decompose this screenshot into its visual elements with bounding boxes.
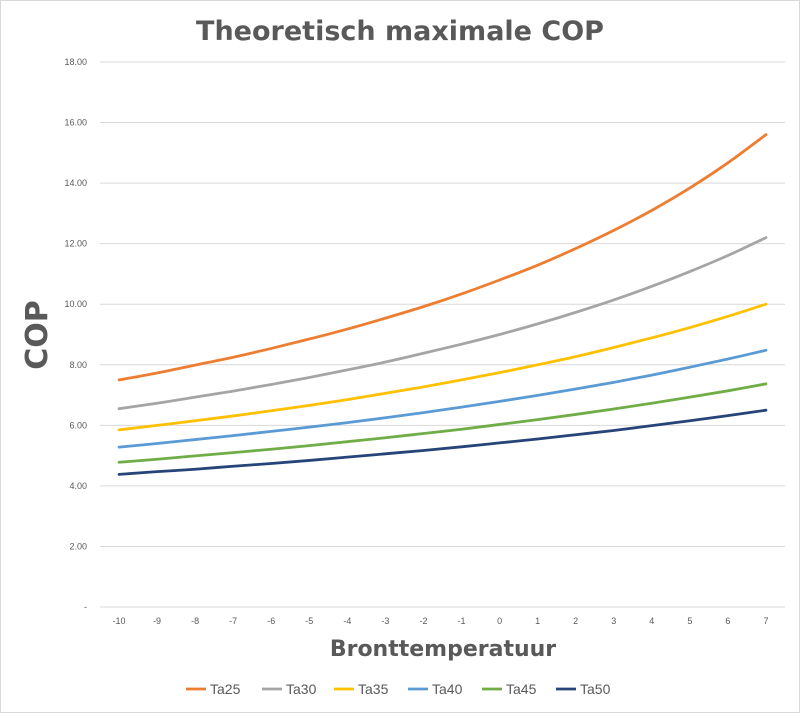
legend-label: Ta35 [358, 681, 389, 697]
series-line-ta30 [117, 236, 768, 411]
legend-label: Ta45 [506, 681, 537, 697]
series-line-ta50 [117, 408, 768, 476]
y-tick-label: 10.00 [64, 299, 87, 309]
x-tick-label: 6 [725, 616, 730, 626]
y-tick-label: 12.00 [64, 239, 87, 249]
x-tick-label: -10 [113, 616, 126, 626]
legend: Ta25 Ta30 Ta35 Ta40 Ta45 Ta50 [186, 681, 611, 697]
y-axis-label: COP [20, 300, 55, 370]
x-tick-label: 2 [573, 616, 578, 626]
y-tick-label: 6.00 [69, 420, 87, 430]
y-axis-ticks: - 2.00 4.00 6.00 8.00 10.00 12.00 14.00 16.00 18.… [64, 57, 87, 612]
legend-label: Ta50 [580, 681, 611, 697]
legend-label: Ta30 [286, 681, 317, 697]
y-tick-label: 18.00 [64, 57, 87, 67]
x-tick-label: -1 [458, 616, 466, 626]
series-line-ta40 [117, 348, 768, 449]
y-tick-label: 8.00 [69, 360, 87, 370]
x-tick-label: 3 [611, 616, 616, 626]
series-line-ta45 [117, 382, 768, 464]
x-tick-label: 7 [763, 616, 768, 626]
x-tick-label: -6 [267, 616, 275, 626]
legend-label: Ta25 [210, 681, 241, 697]
y-tick-label: 4.00 [69, 481, 87, 491]
x-tick-label: 5 [687, 616, 692, 626]
x-tick-label: 4 [649, 616, 654, 626]
series-lines [117, 133, 768, 476]
y-tick-label: 14.00 [64, 178, 87, 188]
x-tick-label: -8 [191, 616, 199, 626]
x-tick-label: -3 [381, 616, 389, 626]
x-tick-label: -7 [229, 616, 237, 626]
x-tick-label: -5 [305, 616, 313, 626]
x-tick-label: 0 [497, 616, 502, 626]
series-line-ta25 [117, 133, 768, 382]
y-tick-label: 16.00 [64, 118, 87, 128]
y-tick-label: - [84, 602, 87, 612]
x-tick-label: -2 [419, 616, 427, 626]
x-axis-ticks: -10 -9 -8 -7 -6 -5 -4 -3 -2 -1 0 1 2 3 4 5 6 7 [113, 616, 769, 626]
x-tick-label: -4 [343, 616, 351, 626]
y-tick-label: 2.00 [69, 541, 87, 551]
series-line-ta35 [117, 302, 768, 432]
x-tick-label: -9 [153, 616, 161, 626]
gridlines [100, 61, 785, 608]
chart-title: Theoretisch maximale COP [196, 16, 604, 47]
legend-label: Ta40 [432, 681, 463, 697]
x-tick-label: 1 [535, 616, 540, 626]
x-axis-label: Bronttemperatuur [330, 637, 556, 662]
